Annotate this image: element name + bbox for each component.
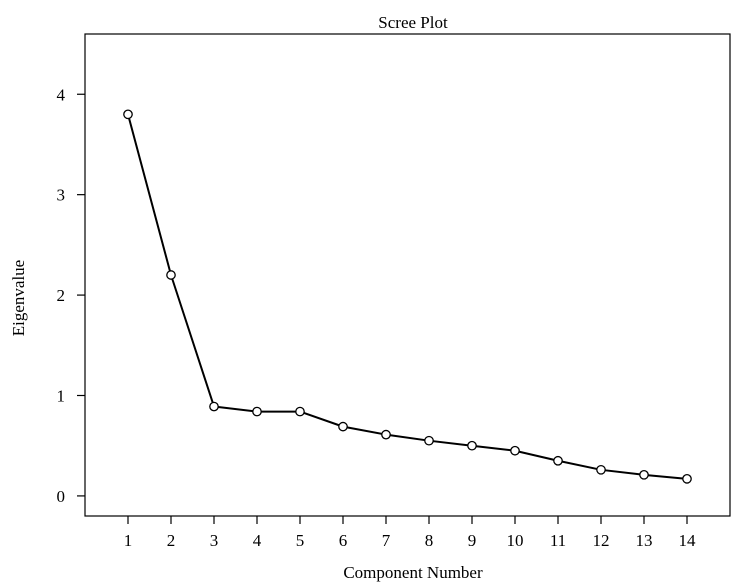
y-tick-label: 0 [57, 487, 66, 506]
x-tick-label: 8 [425, 531, 434, 550]
data-point [467, 440, 477, 451]
x-tick-label: 5 [296, 531, 305, 550]
y-tick-label: 3 [57, 186, 66, 205]
x-tick-label: 9 [468, 531, 477, 550]
data-point [338, 421, 348, 432]
y-axis: 0 1 2 3 4 [57, 85, 85, 506]
x-axis: 1 2 3 4 5 6 7 8 9 10 11 12 13 14 [124, 516, 696, 550]
data-point [424, 435, 434, 446]
y-tick-label: 1 [57, 387, 66, 406]
x-tick-label: 4 [253, 531, 262, 550]
x-tick-label: 6 [339, 531, 348, 550]
chart-title: Scree Plot [378, 13, 448, 32]
data-point [381, 429, 391, 440]
data-point [596, 464, 606, 475]
data-point [123, 109, 133, 120]
y-axis-label: Eigenvalue [9, 260, 28, 336]
data-point [209, 401, 219, 412]
series-layer [123, 109, 692, 484]
data-point [252, 406, 262, 417]
x-tick-label: 14 [679, 531, 697, 550]
x-tick-label: 7 [382, 531, 391, 550]
data-point [166, 270, 176, 280]
x-axis-label: Component Number [343, 563, 483, 582]
y-tick-label: 4 [57, 85, 66, 104]
x-tick-label: 13 [636, 531, 653, 550]
x-tick-label: 12 [593, 531, 610, 550]
x-tick-label: 10 [507, 531, 524, 550]
data-point [510, 445, 520, 456]
series-line [127, 113, 688, 480]
data-point [553, 455, 563, 466]
x-tick-label: 1 [124, 531, 133, 550]
y-tick-label: 2 [57, 286, 66, 305]
x-tick-label: 3 [210, 531, 219, 550]
x-tick-label: 2 [167, 531, 176, 550]
x-tick-label: 11 [550, 531, 566, 550]
plot-frame [84, 33, 731, 517]
data-point [682, 473, 692, 484]
data-point [639, 469, 649, 480]
data-point [295, 406, 305, 417]
